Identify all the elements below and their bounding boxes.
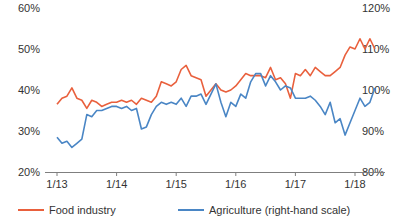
x-tick xyxy=(176,172,177,176)
series-line xyxy=(57,39,375,109)
legend-swatch xyxy=(18,209,44,211)
y-tick-label: 50% xyxy=(18,43,40,55)
chart: 20%30%40%50%60%80%90%100%110%120%1/131/1… xyxy=(0,0,395,222)
x-tick xyxy=(116,172,117,176)
x-axis-line xyxy=(45,172,385,173)
x-tick xyxy=(295,172,296,176)
y-tick-label: 40% xyxy=(18,84,40,96)
plot-area xyxy=(57,39,375,148)
x-tick xyxy=(57,172,58,176)
y2-tick-label: 100% xyxy=(362,84,390,96)
y2-tick-label: 90% xyxy=(362,125,384,137)
x-tick xyxy=(355,172,356,176)
series-line xyxy=(57,74,375,148)
y-tick-label: 20% xyxy=(18,166,40,178)
x-tick-label: 1/17 xyxy=(285,178,306,190)
legend-label: Agriculture (right-hand scale) xyxy=(209,204,350,216)
x-tick xyxy=(235,172,236,176)
y2-tick-label: 120% xyxy=(362,2,390,14)
legend-swatch xyxy=(178,209,204,211)
y-tick-label: 60% xyxy=(18,2,40,14)
x-tick-label: 1/13 xyxy=(46,178,67,190)
y-tick-label: 30% xyxy=(18,125,40,137)
x-tick-label: 1/18 xyxy=(344,178,365,190)
x-tick-label: 1/16 xyxy=(225,178,246,190)
x-tick-label: 1/14 xyxy=(106,178,127,190)
x-tick-label: 1/15 xyxy=(165,178,186,190)
legend-label: Food industry xyxy=(49,204,116,216)
